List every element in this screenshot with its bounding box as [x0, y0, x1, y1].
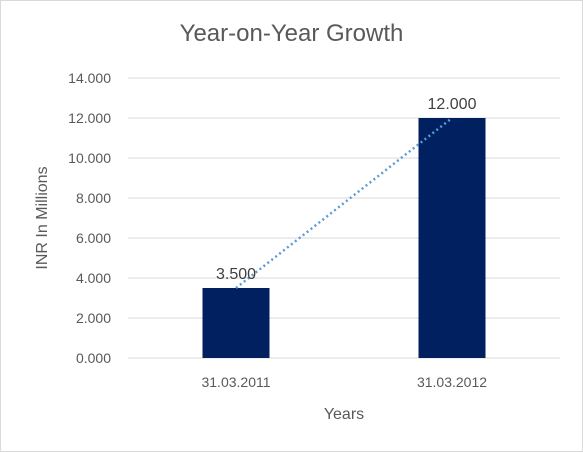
x-tick-label: 31.03.2012 [417, 374, 487, 390]
x-tick-label: 31.03.2011 [201, 374, 270, 390]
gridlines [128, 77, 560, 359]
data-labels: 3.500 12.000 [216, 96, 477, 283]
bar [418, 118, 486, 358]
y-tick-label: 6.000 [76, 230, 111, 246]
y-tick-label: 4.000 [76, 270, 111, 286]
y-tick-label: 12.000 [68, 110, 111, 126]
x-axis-title: Years [324, 406, 364, 423]
y-tick-label: 10.000 [68, 150, 111, 166]
y-tick-label: 2.000 [76, 310, 111, 326]
y-tick-label: 14.000 [68, 70, 111, 86]
y-tick-label: 0.000 [76, 350, 111, 366]
data-label: 3.500 [216, 266, 256, 283]
y-axis-title: INR In Millions [34, 166, 51, 269]
trendline-layer [235, 117, 453, 289]
chart-title: Year-on-Year Growth [179, 20, 404, 47]
x-axis-ticks: 31.03.2011 31.03.2012 [201, 374, 487, 390]
y-tick-label: 8.000 [76, 190, 111, 206]
bars [202, 118, 486, 358]
y-axis-ticks: 0.000 2.000 4.000 6.000 8.000 10.000 12.000 14.… [68, 70, 111, 366]
trendline [235, 117, 453, 289]
data-label: 12.000 [428, 96, 477, 113]
bar [202, 288, 270, 358]
